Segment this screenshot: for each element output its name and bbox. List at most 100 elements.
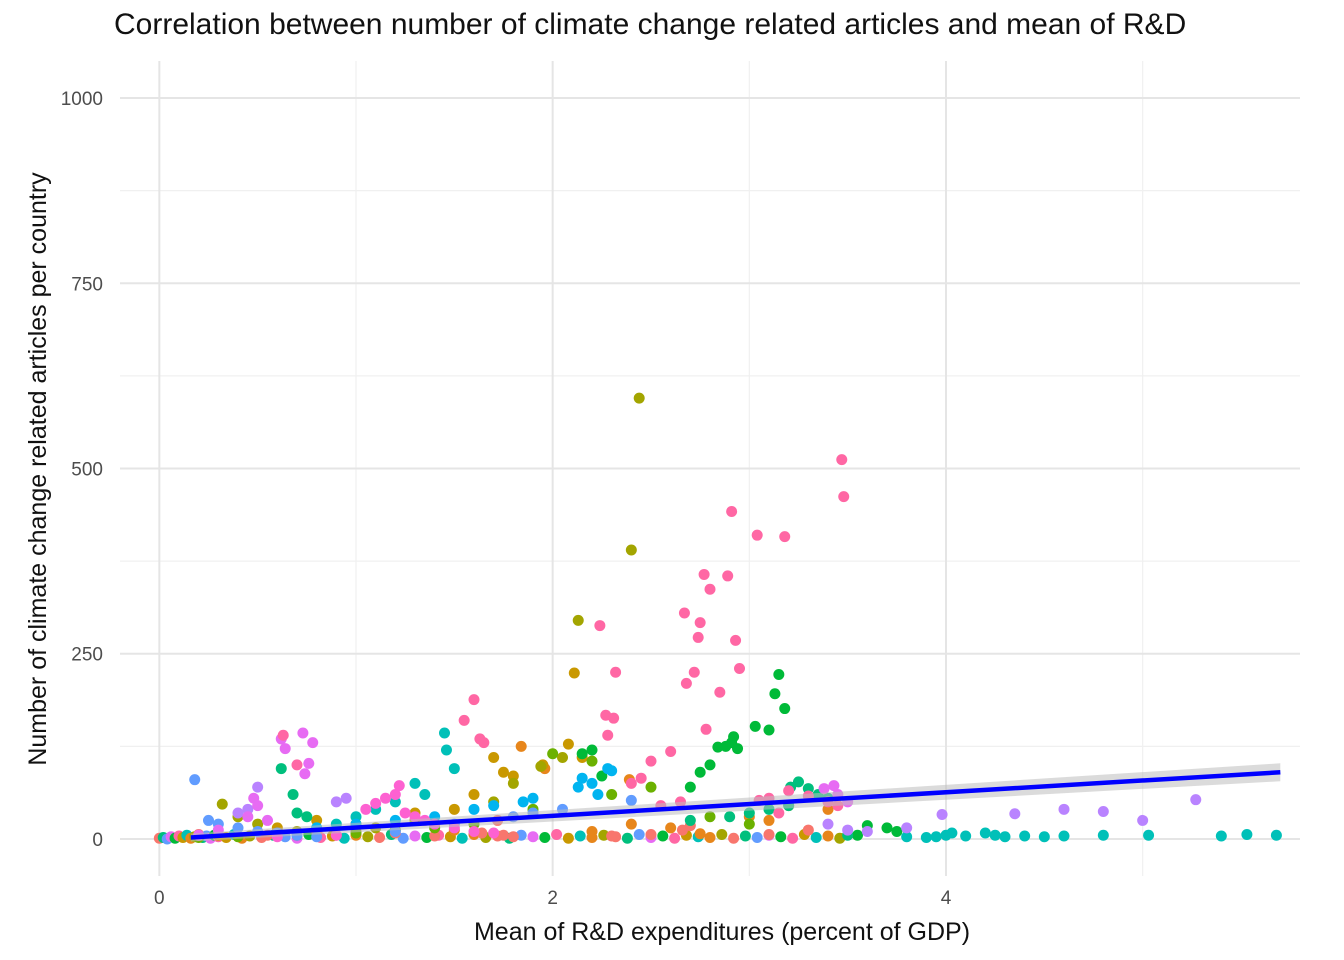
data-point bbox=[836, 454, 848, 466]
data-point bbox=[568, 667, 580, 679]
data-point bbox=[979, 827, 991, 839]
data-point bbox=[606, 830, 618, 842]
data-point bbox=[468, 789, 480, 800]
data-point bbox=[370, 797, 382, 809]
x-tick-label: 2 bbox=[547, 888, 558, 909]
data-point bbox=[262, 814, 273, 826]
data-point bbox=[645, 829, 657, 841]
data-point bbox=[515, 740, 527, 752]
data-point bbox=[551, 829, 563, 841]
data-point bbox=[440, 744, 452, 756]
data-point bbox=[1038, 831, 1050, 843]
data-point bbox=[189, 774, 201, 786]
data-point bbox=[1097, 829, 1109, 841]
data-point bbox=[1143, 829, 1155, 841]
data-point bbox=[960, 830, 972, 842]
data-point bbox=[749, 720, 761, 732]
data-point bbox=[539, 831, 551, 843]
data-point bbox=[576, 748, 588, 760]
data-point bbox=[625, 544, 637, 556]
data-point bbox=[645, 755, 657, 767]
data-point bbox=[734, 663, 745, 675]
data-point bbox=[242, 811, 254, 823]
data-point bbox=[594, 620, 606, 632]
data-point bbox=[1190, 794, 1202, 806]
data-point bbox=[586, 826, 598, 838]
data-point bbox=[576, 772, 588, 784]
data-point bbox=[419, 789, 431, 800]
data-point bbox=[698, 568, 710, 580]
data-point bbox=[751, 529, 763, 541]
data-point bbox=[936, 809, 948, 821]
data-point bbox=[822, 818, 834, 830]
data-point bbox=[838, 491, 850, 503]
data-point bbox=[557, 751, 568, 763]
data-point bbox=[439, 727, 450, 739]
data-point bbox=[645, 781, 657, 793]
data-point bbox=[787, 832, 799, 844]
data-point bbox=[692, 631, 704, 643]
data-point bbox=[330, 796, 342, 808]
data-point bbox=[340, 792, 352, 804]
data-point bbox=[291, 759, 303, 771]
data-point bbox=[694, 617, 706, 629]
data-point bbox=[362, 831, 374, 843]
data-point bbox=[1241, 829, 1253, 841]
data-point bbox=[852, 829, 863, 841]
data-point bbox=[606, 765, 618, 777]
data-point bbox=[527, 792, 539, 804]
data-point bbox=[678, 607, 690, 619]
data-point bbox=[688, 666, 700, 678]
data-point bbox=[586, 777, 598, 789]
data-point bbox=[684, 814, 696, 826]
data-point bbox=[704, 811, 716, 823]
data-point bbox=[773, 668, 785, 680]
data-point bbox=[468, 803, 480, 815]
data-point bbox=[665, 822, 677, 834]
data-point bbox=[722, 570, 734, 582]
data-point bbox=[409, 830, 421, 842]
data-point bbox=[891, 826, 903, 838]
data-point bbox=[608, 712, 620, 724]
data-point bbox=[1215, 830, 1227, 842]
y-tick-label: 500 bbox=[71, 460, 103, 481]
data-point bbox=[1058, 803, 1070, 815]
data-point bbox=[704, 831, 716, 843]
data-point bbox=[507, 831, 519, 843]
data-point bbox=[458, 714, 470, 726]
data-point bbox=[562, 832, 574, 844]
data-point bbox=[547, 748, 559, 760]
data-point bbox=[818, 783, 830, 795]
data-point bbox=[429, 830, 441, 842]
data-point bbox=[716, 829, 728, 841]
data-point bbox=[478, 737, 490, 749]
y-tick-label: 250 bbox=[71, 645, 103, 666]
data-point bbox=[297, 727, 309, 739]
data-point bbox=[1270, 829, 1282, 841]
y-axis-title: Number of climate change related article… bbox=[24, 172, 52, 766]
data-point bbox=[1097, 806, 1109, 818]
data-point bbox=[586, 755, 598, 767]
data-point bbox=[625, 818, 637, 830]
data-point bbox=[763, 814, 775, 826]
data-point bbox=[739, 830, 751, 842]
regression-line bbox=[190, 770, 1281, 840]
data-point bbox=[303, 757, 315, 769]
data-point bbox=[684, 781, 696, 793]
data-point bbox=[488, 800, 500, 812]
data-point bbox=[810, 831, 822, 843]
data-point bbox=[989, 829, 1001, 841]
data-point bbox=[456, 832, 468, 844]
data-point bbox=[287, 789, 299, 800]
data-point bbox=[769, 688, 781, 700]
data-point bbox=[657, 830, 669, 842]
data-point bbox=[596, 770, 608, 782]
data-point bbox=[1019, 830, 1031, 842]
data-point bbox=[535, 760, 547, 772]
data-point bbox=[586, 744, 598, 756]
data-point bbox=[397, 832, 409, 844]
data-point bbox=[669, 832, 681, 844]
x-tick-label: 0 bbox=[154, 888, 165, 909]
data-point bbox=[399, 807, 411, 819]
data-point bbox=[299, 768, 311, 780]
